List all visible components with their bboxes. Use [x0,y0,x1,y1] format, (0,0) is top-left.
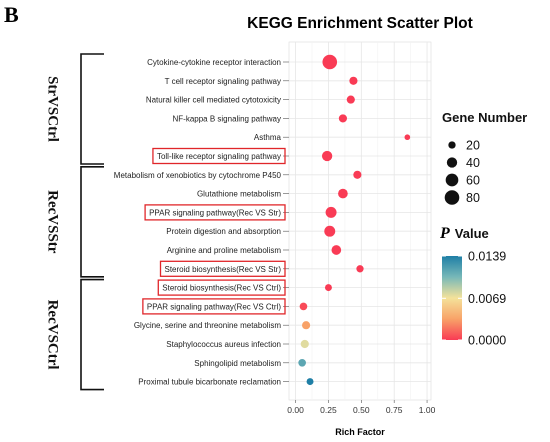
data-point [404,134,411,141]
x-axis: 0.00 0.25 0.50 0.75 1.00 [287,400,436,415]
highlight-box [142,298,286,315]
colorbar-label: 0.0069 [468,292,506,306]
group-bracket [80,166,104,278]
color-legend-title-italic: P [439,225,450,242]
data-point [306,378,314,386]
group-label: RecVSCtrl [45,300,61,370]
data-point [353,170,362,179]
data-point [321,150,333,162]
data-point [300,339,309,349]
data-point [302,321,311,330]
category-label: Arginine and proline metabolism [167,246,282,255]
highlight-box [159,260,286,277]
category-label: Asthma [254,133,282,142]
color-legend-title: P Value [439,225,489,242]
color-legend: P Value 0.0139 0.0069 0.0000 [439,225,506,348]
category-label: PPAR signaling pathway(Rec VS Ctrl) [147,302,281,311]
category-label: Steroid biosynthesis(Rec VS Ctrl) [162,284,281,293]
category-label: PPAR signaling pathway(Rec VS Str) [149,208,281,217]
data-point [356,265,364,273]
data-point [331,245,342,255]
category-label: Proximal tubule bicarbonate reclamation [138,378,281,387]
category-label: Glycine, serine and threonine metabolism [134,321,282,330]
highlight-boxes [142,147,286,315]
data-point [338,114,347,123]
color-legend-title-text: Value [455,226,489,241]
category-label: T cell receptor signaling pathway [165,77,281,86]
panel-letter: B [4,2,19,27]
data-point [299,302,308,311]
data-point [322,54,338,70]
highlight-box [144,204,286,221]
category-label: Natural killer cell mediated cytotoxicit… [146,96,281,105]
category-label: Staphylococcus aureus infection [166,340,281,349]
category-label: Steroid biosynthesis(Rec VS Str) [165,265,282,274]
colorbar-label: 0.0000 [468,334,506,348]
data-point [325,206,337,218]
data-point [338,188,348,199]
plot-panel [288,41,432,401]
size-legend-dot [444,190,460,205]
x-tick-label: 0.75 [386,405,403,415]
group-bracket [80,278,104,391]
group-bracket [80,53,104,165]
category-label: Sphingolipid metabolism [194,359,281,368]
highlight-box [152,147,286,165]
category-labels: Cytokine-cytokine receptor interaction T … [114,58,289,387]
size-legend-label: 60 [466,174,480,188]
colorbar [442,256,462,340]
size-legend-label: 40 [466,156,480,170]
colorbar-label: 0.0139 [468,250,506,264]
category-label: Glutathione metabolism [197,190,281,199]
size-legend-dot [445,173,459,187]
size-legend-dot [446,157,458,168]
group-label: RecVSStr [45,190,61,254]
data-point [346,95,355,104]
data-point [324,225,336,237]
data-point [324,284,332,292]
category-label: Toll-like receptor signaling pathway [157,152,281,161]
category-label: Metabolism of xenobiotics by cytochrome … [114,171,282,180]
data-points [298,54,411,386]
highlight-box [157,279,286,296]
data-point [349,76,358,85]
size-legend: Gene Number 20 40 60 80 [442,110,527,205]
category-label: Protein digestion and absorption [166,227,281,236]
category-label: Cytokine-cytokine receptor interaction [147,58,281,67]
x-axis-title: Rich Factor [335,427,385,437]
chart-title: KEGG Enrichment Scatter Plot [247,15,473,32]
category-label: NF-kappa B signaling pathway [172,114,281,123]
size-legend-dot [448,141,456,149]
group-brackets: StrVSCtrl RecVSStr RecVSCtrl [45,53,104,391]
group-label: StrVSCtrl [45,76,61,142]
data-point [298,358,306,367]
x-tick-label: 1.00 [419,405,436,415]
x-tick-label: 0.25 [320,405,337,415]
size-legend-label: 80 [466,191,480,205]
size-legend-label: 20 [466,139,480,153]
x-tick-label: 0.00 [287,405,304,415]
size-legend-title: Gene Number [442,110,527,125]
x-tick-label: 0.50 [353,405,370,415]
